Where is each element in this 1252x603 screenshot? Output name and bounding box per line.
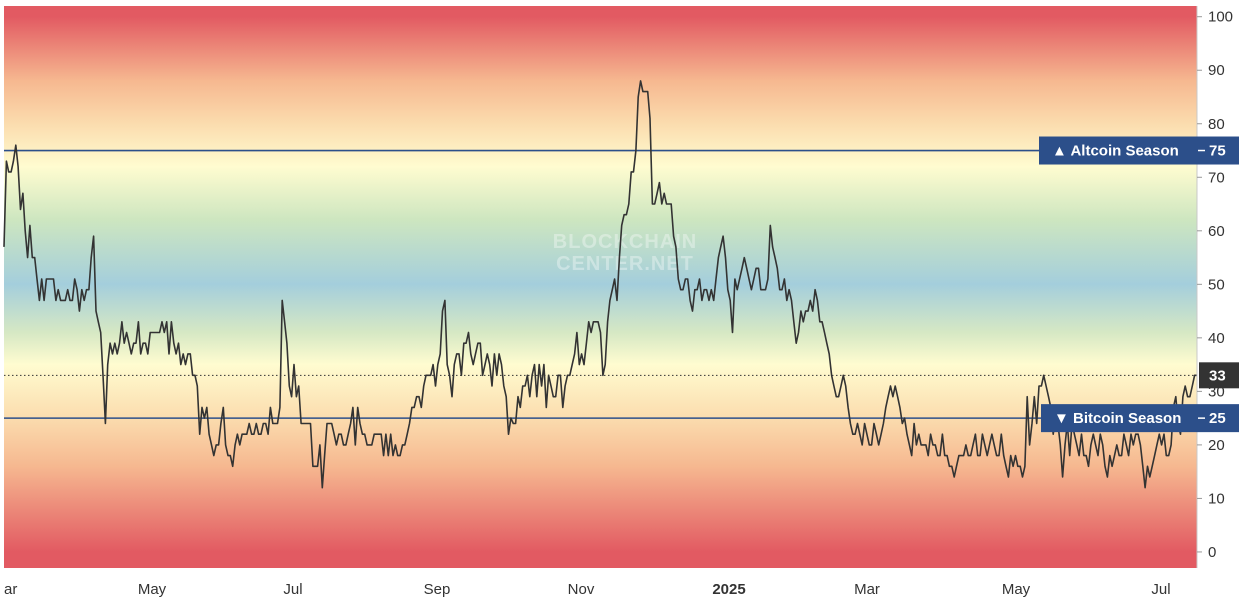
y-tick-label-90: 90 (1208, 62, 1225, 79)
y-tick-label-60: 60 (1208, 223, 1225, 240)
x-tick-label-mar: Mar (854, 581, 880, 598)
y-tick-label-100: 100 (1208, 9, 1233, 26)
bitcoin-season-badge (1041, 404, 1239, 433)
x-tick-label-jul: Jul (283, 581, 302, 598)
x-tick-label-sep: Sep (424, 581, 451, 598)
watermark-line-2: CENTER.NET (556, 253, 694, 275)
y-tick-label-20: 20 (1208, 437, 1225, 454)
bitcoin-season-value: 25 (1209, 410, 1226, 427)
altcoin-season-value: 75 (1209, 143, 1226, 160)
x-tick-label-may: May (138, 581, 167, 598)
y-tick-label-0: 0 (1208, 544, 1216, 561)
x-tick-label-ar: ar (4, 581, 17, 598)
x-tick-label-nov: Nov (568, 581, 595, 598)
altcoin-season-label: ▲ Altcoin Season (1052, 143, 1179, 160)
altcoin-season-badge (1039, 136, 1239, 165)
threshold-lines (4, 149, 1197, 419)
x-tick-label-may: May (1002, 581, 1031, 598)
plot-background (4, 6, 1197, 568)
x-axis-ticks: ar May Jul Sep Nov 2025 Mar May Jul (4, 581, 1171, 598)
bitcoin-season-label: ▼ Bitcoin Season (1054, 410, 1181, 427)
last-value-badge (1199, 362, 1239, 389)
last-value-label: 33 (1209, 367, 1226, 384)
index-series-line (3, 80, 1197, 489)
x-tick-label-2025: 2025 (712, 581, 745, 598)
value-badges: ▲ Altcoin Season 75 ▼ Bitcoin Season 25 33 (1039, 136, 1239, 433)
y-tick-label-80: 80 (1208, 116, 1225, 133)
y-tick-label-10: 10 (1208, 490, 1225, 507)
x-tick-label-jul: Jul (1151, 581, 1170, 598)
y-tick-label-50: 50 (1208, 276, 1225, 293)
watermark-line-1: BLOCKCHAIN (553, 231, 697, 253)
y-tick-label-40: 40 (1208, 330, 1225, 347)
y-tick-label-70: 70 (1208, 169, 1225, 186)
